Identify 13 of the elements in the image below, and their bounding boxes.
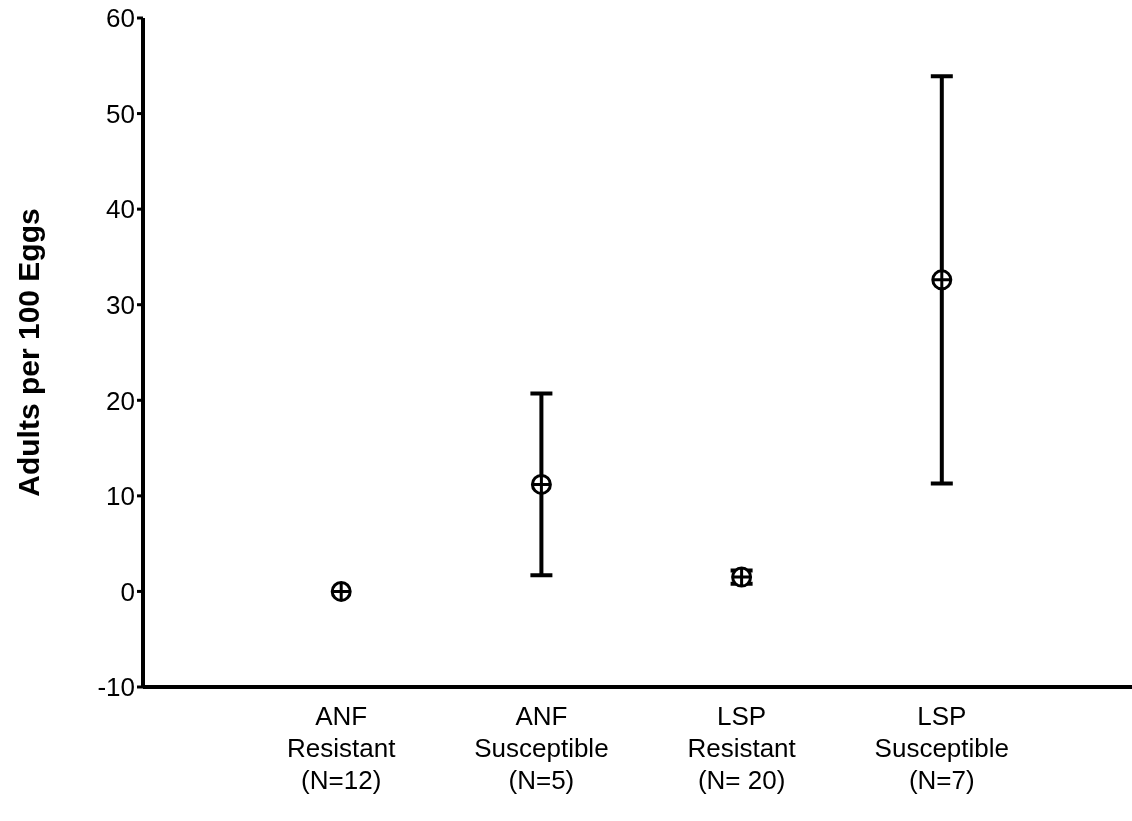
y-tick-label: 50 bbox=[106, 98, 135, 129]
y-tick-label: 30 bbox=[106, 289, 135, 320]
y-tick-label: 0 bbox=[120, 576, 135, 607]
y-tick-label: 60 bbox=[106, 3, 135, 34]
x-tick-label: LSP Resistant (N= 20) bbox=[687, 701, 797, 795]
y-axis-title: Adults per 100 Eggs bbox=[11, 208, 45, 497]
y-tick-label: 20 bbox=[106, 385, 135, 416]
y-tick-label: -10 bbox=[97, 672, 135, 703]
y-tick-label: 10 bbox=[106, 481, 135, 512]
x-tick-label: LSP Susceptible (N=7) bbox=[874, 701, 1010, 795]
y-tick-label: 40 bbox=[106, 194, 135, 225]
x-tick-label: ANF Susceptible (N=5) bbox=[474, 701, 609, 795]
x-tick-label: ANF Resistant (N=12) bbox=[287, 701, 397, 795]
